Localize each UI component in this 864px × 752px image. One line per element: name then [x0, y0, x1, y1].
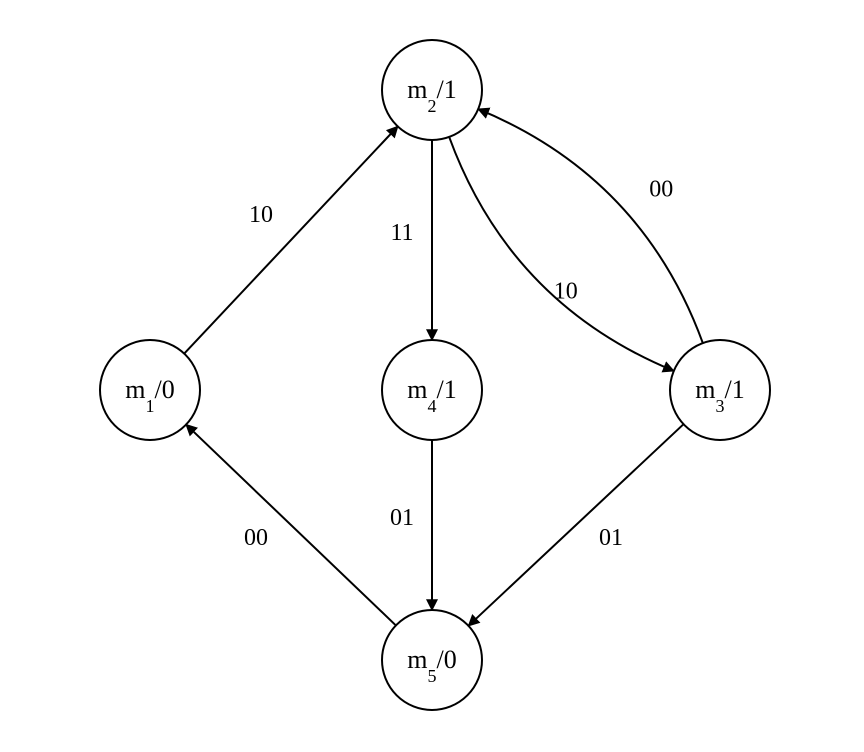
- node-m3: m3/1: [670, 340, 770, 440]
- edge-m1-m2: [184, 126, 398, 353]
- node-label-m1: m1/0: [125, 375, 174, 416]
- edge-label-m3-m5: 01: [599, 525, 623, 551]
- node-label-m2: m2/1: [407, 75, 456, 116]
- node-circle-m1: [100, 340, 200, 440]
- edge-m3-m2: [478, 109, 703, 343]
- node-m1: m1/0: [100, 340, 200, 440]
- node-m5: m5/0: [382, 610, 482, 710]
- edge-m5-m1: [186, 425, 396, 626]
- node-label-m4: m4/1: [407, 375, 456, 416]
- node-circle-m3: [670, 340, 770, 440]
- edge-label-m5-m1: 00: [244, 525, 268, 551]
- node-label-m5: m5/0: [407, 645, 456, 686]
- edge-m2-m3: [449, 137, 674, 371]
- edge-label-m2-m4: 11: [390, 220, 413, 246]
- node-circle-m2: [382, 40, 482, 140]
- edge-label-m3-m2: 00: [649, 176, 673, 202]
- node-m4: m4/1: [382, 340, 482, 440]
- edge-label-m2-m3: 10: [554, 279, 578, 305]
- state-diagram: 10 11 10 00 01 01 00 m1/0 m2/1 m3/1 m4/1 m5/0: [0, 0, 864, 752]
- edge-label-m1-m2: 10: [249, 202, 273, 228]
- node-m2: m2/1: [382, 40, 482, 140]
- edge-label-m4-m5: 01: [390, 505, 414, 531]
- edge-m3-m5: [468, 424, 683, 626]
- node-circle-m4: [382, 340, 482, 440]
- node-circle-m5: [382, 610, 482, 710]
- node-label-m3: m3/1: [695, 375, 744, 416]
